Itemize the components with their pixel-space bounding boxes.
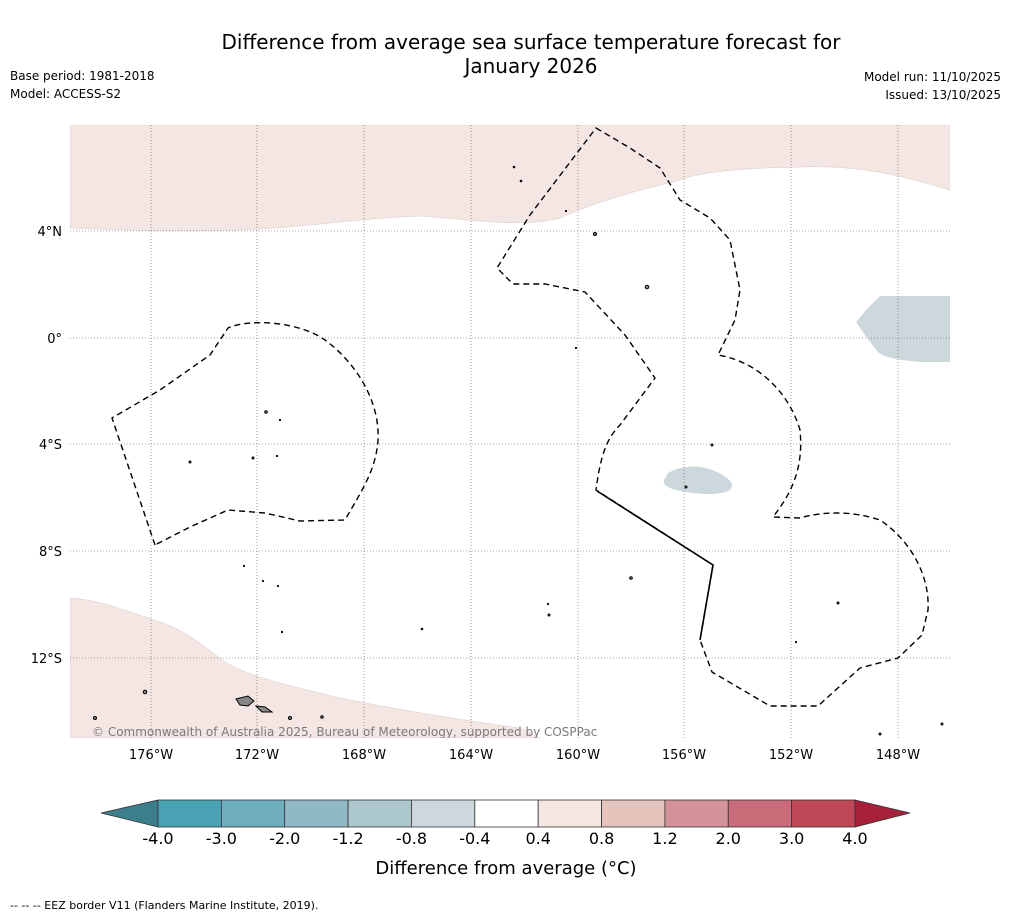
base-period: Base period: 1981-2018 (10, 69, 155, 83)
title-line-1: Difference from average sea surface temp… (221, 30, 841, 54)
lon-label: 156°W (662, 748, 706, 763)
colorbar-tick-label: 1.2 (652, 829, 677, 848)
model-info: Base period: 1981-2018 Model: ACCESS-S2 (10, 67, 155, 103)
lat-label: 0° (47, 332, 62, 347)
map-area: © Commonwealth of Australia 2025, Bureau… (70, 125, 950, 739)
lon-label: 164°W (449, 748, 493, 763)
lat-label: 8°S (39, 545, 62, 560)
colorbar-segment (411, 799, 476, 828)
island-upolu (254, 705, 274, 713)
colorbar-segment (220, 799, 286, 828)
model-name: Model: ACCESS-S2 (10, 87, 122, 101)
island-savaii (235, 695, 255, 707)
lat-label: 4°N (38, 225, 63, 240)
colorbar-tick-label: -0.8 (396, 829, 427, 848)
cool-anomaly-central (663, 466, 732, 494)
colorbar-title: Difference from average (°C) (375, 858, 636, 879)
colorbar-segment (664, 799, 729, 828)
colorbar-segment (601, 799, 666, 828)
colorbar-tick-label: 4.0 (842, 829, 867, 848)
cool-anomaly-east (856, 296, 950, 362)
title-line-2: January 2026 (464, 54, 598, 78)
colorbar-segment (537, 799, 602, 828)
lon-label: 148°W (876, 748, 920, 763)
model-run: Model run: 11/10/2025 (863, 70, 1001, 84)
lon-label: 160°W (556, 748, 600, 763)
colorbar-tick-label: -3.0 (206, 829, 237, 848)
map-title: Difference from average sea surface temp… (0, 30, 1011, 78)
colorbar-low-extend (100, 799, 159, 828)
colorbar-tick-label: 0.4 (525, 829, 550, 848)
colorbar-high-extend (854, 799, 911, 828)
lon-label: 172°W (235, 748, 279, 763)
lon-label: 168°W (342, 748, 386, 763)
warm-anomaly-south (70, 597, 541, 738)
latitude-labels: 4°N 0° 4°S 8°S 12°S (31, 225, 62, 667)
colorbar-segment (474, 799, 539, 828)
colorbar-tick-label: 2.0 (716, 829, 741, 848)
lat-label: 4°S (39, 438, 62, 453)
colorbar-tick-label: 0.8 (589, 829, 614, 848)
copyright-notice: © Commonwealth of Australia 2025, Bureau… (92, 725, 597, 739)
colorbar-segments (157, 799, 856, 828)
gridlines (70, 125, 950, 738)
lat-label: 12°S (31, 652, 62, 667)
longitude-labels: 176°W 172°W 168°W 164°W 160°W 156°W 152°… (129, 748, 920, 763)
maritime-boundary (596, 490, 714, 641)
colorbar-tick-label: -1.2 (332, 829, 363, 848)
warm-anomaly-north (70, 125, 950, 232)
eez-borders (111, 127, 929, 707)
colorbar-tick-label: 3.0 (779, 829, 804, 848)
colorbar-tick-label: -4.0 (142, 829, 173, 848)
eez-kiribati (496, 127, 929, 707)
islands (93, 165, 944, 736)
issued-date: Issued: 13/10/2025 (885, 88, 1001, 102)
colorbar: -4.0 -3.0 -2.0 -1.2 -0.8 -0.4 0.4 0.8 1.2 2.0 3.0 4… (100, 799, 911, 879)
run-info: Model run: 11/10/2025 Issued: 13/10/2025 (864, 68, 1001, 104)
colorbar-tick-label: -2.0 (269, 829, 300, 848)
colorbar-segment (791, 799, 856, 828)
colorbar-segment (727, 799, 793, 828)
colorbar-segment (157, 799, 222, 828)
eez-tokelau (111, 321, 379, 546)
lon-label: 152°W (769, 748, 813, 763)
lon-label: 176°W (129, 748, 173, 763)
colorbar-tick-label: -0.4 (459, 829, 490, 848)
colorbar-segment (347, 799, 412, 828)
eez-footnote: -- -- -- EEZ border V11 (Flanders Marine… (10, 899, 319, 912)
colorbar-labels: -4.0 -3.0 -2.0 -1.2 -0.8 -0.4 0.4 0.8 1.2 2.0 3.0 4… (142, 829, 867, 848)
colorbar-segment (284, 799, 349, 828)
